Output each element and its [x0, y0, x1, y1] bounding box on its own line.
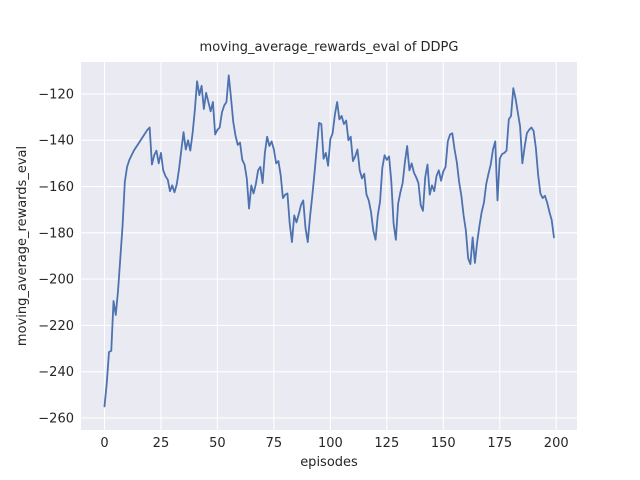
y-tick-label: −160: [38, 180, 74, 195]
y-tick-label: −220: [38, 319, 74, 334]
x-tick-label: 175: [487, 436, 512, 451]
x-tick-label: 0: [100, 436, 108, 451]
axes-background: [81, 62, 577, 430]
y-tick-label: −240: [38, 365, 74, 380]
y-tick-label: −200: [38, 273, 74, 288]
y-tick-label: −140: [38, 134, 74, 149]
x-tick-label: 25: [153, 436, 170, 451]
chart-title: moving_average_rewards_eval of DDPG: [200, 40, 459, 55]
x-tick-label: 50: [209, 436, 226, 451]
x-tick-label: 150: [431, 436, 456, 451]
x-axis-label: episodes: [300, 455, 358, 470]
y-tick-label: −260: [38, 411, 74, 426]
y-tick-label: −180: [38, 226, 74, 241]
y-axis-label: moving_average_rewards_eval: [15, 146, 30, 346]
plot-generated: 0 25 50 75 100 125 150 175 200 −120 −140 −160 −180 −2…: [38, 62, 577, 451]
x-tick-label: 75: [266, 436, 283, 451]
y-tick-label: −120: [38, 87, 74, 102]
x-tick-label: 125: [374, 436, 399, 451]
x-tick-label: 100: [318, 436, 343, 451]
x-tick-label: 200: [544, 436, 569, 451]
data-line-moving_average_rewards_eval: [103, 74, 555, 408]
